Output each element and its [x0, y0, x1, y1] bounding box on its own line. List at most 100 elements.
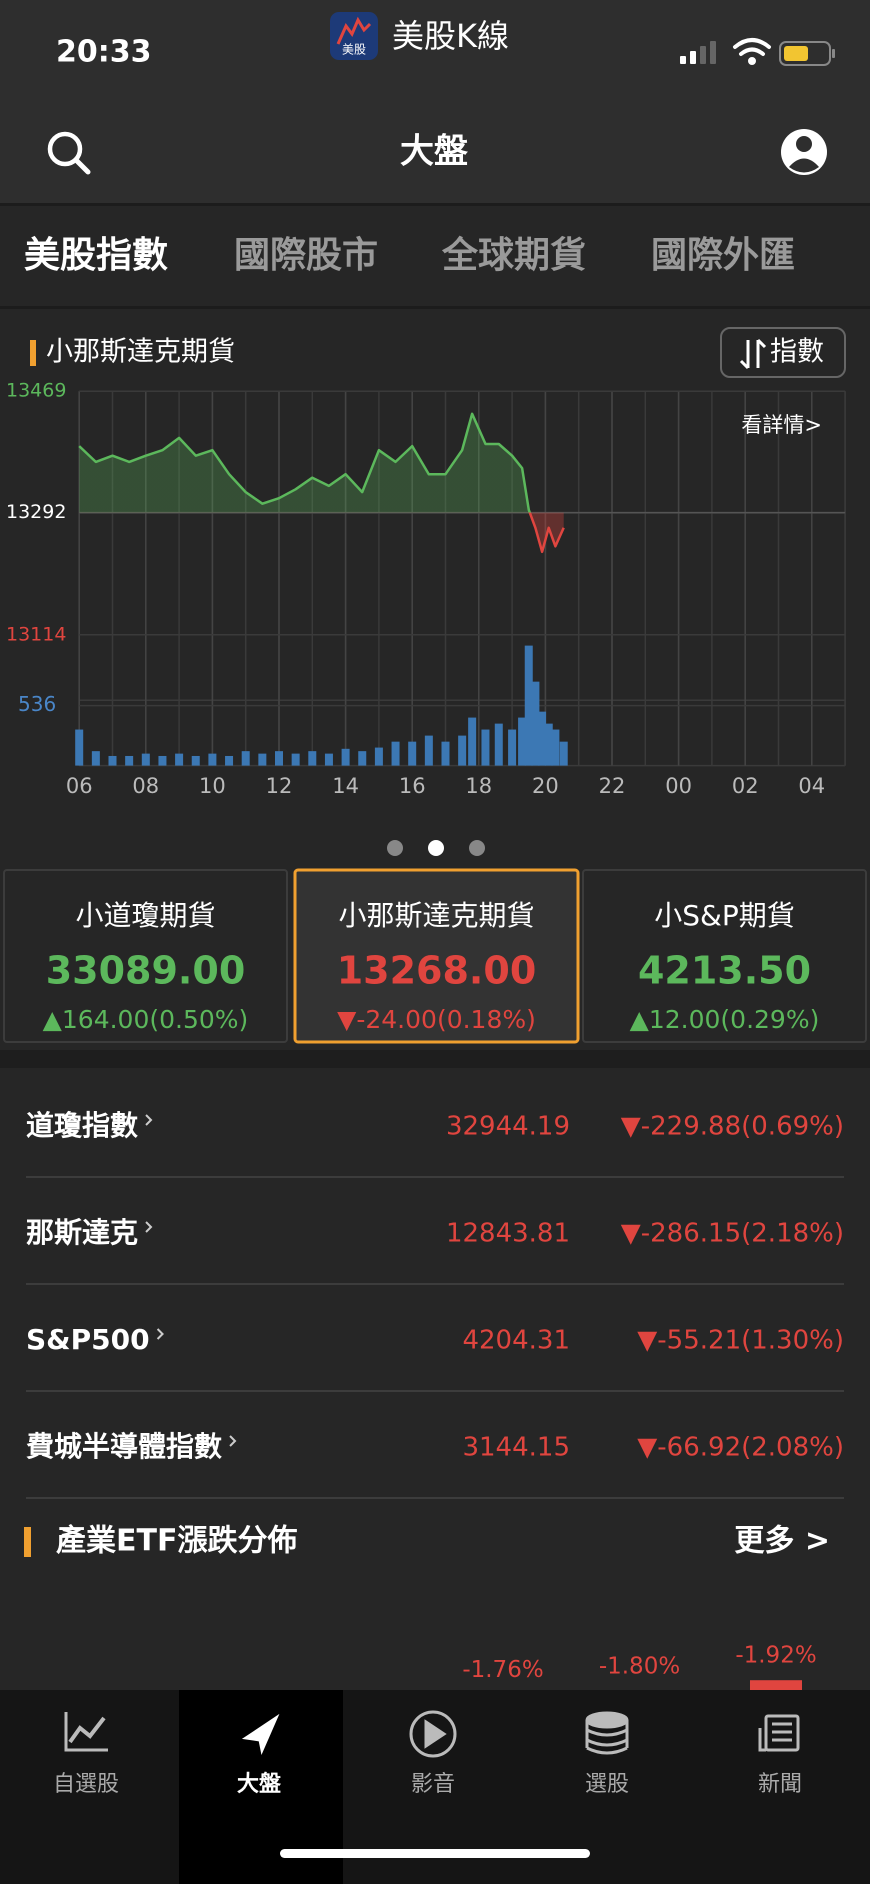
index-value: 3144.15: [462, 1433, 570, 1463]
volume-bar: [391, 741, 400, 766]
tab[interactable]: 國際股市: [234, 235, 378, 276]
section-gap: [0, 1050, 870, 1068]
nav-icons: [64, 1710, 800, 1758]
futures-card[interactable]: 小S&P期貨 4213.50 ▲12.00(0.29%): [582, 869, 867, 1043]
volume-bar: [494, 723, 503, 766]
volume-bar: [518, 717, 527, 766]
volume-bar: [158, 755, 167, 766]
volume-bar: [559, 741, 568, 766]
index-value: 4204.31: [462, 1326, 570, 1356]
card-change: ▲164.00(0.50%): [43, 1005, 249, 1034]
card-name: 小那斯達克期貨: [338, 899, 534, 932]
volume-bar: [75, 729, 84, 766]
app-icon-art: [336, 16, 372, 45]
volume-bar: [508, 729, 517, 766]
y-tick-label: 13292: [6, 501, 66, 523]
header-bg: [0, 0, 870, 203]
card-price: 13268.00: [337, 949, 537, 993]
header-title: 大盤: [400, 132, 468, 172]
volume-bar: [258, 753, 267, 766]
etf-marker: [24, 1527, 31, 1557]
index-toggle-button[interactable]: 指數: [720, 327, 846, 378]
tab[interactable]: 美股指數: [24, 235, 168, 276]
futures-card[interactable]: 小那斯達克期貨 13268.00 ▼-24.00(0.18%): [293, 868, 580, 1044]
tab-divider: [0, 306, 870, 309]
volume-bar: [308, 751, 317, 766]
volume-bar: [551, 729, 560, 766]
volume-bar: [441, 741, 450, 766]
battery: [779, 41, 831, 66]
volume-bar: [408, 741, 417, 766]
x-tick-label: 16: [399, 774, 426, 798]
chevron: [229, 1435, 237, 1447]
signal-icon: [680, 41, 716, 64]
search-button[interactable]: [47, 131, 91, 175]
battery-tip: [832, 49, 835, 58]
y-tick-label: 13469: [6, 380, 66, 402]
volume-bar: [141, 753, 150, 766]
y2-tick-label: 536: [18, 692, 56, 716]
card-bg: [293, 868, 580, 1044]
intraday-chart: 06 08 10 12 14 16 18 20 22 00 02 04 13469 13292 13114 5…: [6, 380, 846, 798]
card-change: ▼-24.00(0.18%): [337, 1005, 536, 1034]
app-icon: [330, 12, 378, 60]
tab[interactable]: 全球期貨: [441, 234, 586, 276]
index-row[interactable]: 道瓊指數 32944.19 ▼-229.88(0.69%): [26, 1109, 844, 1178]
volume-bar: [291, 753, 300, 766]
nav-item[interactable]: 自選股: [53, 1772, 119, 1797]
index-list: 道瓊指數 32944.19 ▼-229.88(0.69%) 那斯達克 12843.81 ▼…: [26, 1109, 844, 1499]
tab-bar: 美股指數 國際股市 全球期貨 國際外匯: [24, 234, 795, 276]
volume-bar: [531, 681, 540, 766]
card-change: ▲12.00(0.29%): [630, 1005, 820, 1034]
pager: [387, 840, 485, 856]
nav-item[interactable]: 大盤: [237, 1771, 282, 1797]
index-value: 12843.81: [446, 1219, 570, 1249]
price-line: [78, 412, 565, 554]
pager-dot[interactable]: [387, 840, 403, 856]
pager-dot[interactable]: [428, 840, 444, 856]
x-tick-label: 00: [665, 774, 692, 798]
app-icon-text: 美股: [342, 43, 366, 57]
volume-bar: [458, 735, 467, 766]
volume-bar: [208, 753, 217, 766]
index-change: ▼-229.88(0.69%): [621, 1112, 844, 1142]
index-row[interactable]: 費城半導體指數 3144.15 ▼-66.92(2.08%): [26, 1430, 844, 1499]
battery-level: [784, 46, 808, 61]
x-tick-label: 20: [532, 774, 559, 798]
nav-item[interactable]: 選股: [585, 1772, 629, 1797]
etf-value-label: -1.76%: [462, 1657, 543, 1683]
card-price: 4213.50: [638, 949, 811, 993]
x-tick-label: 18: [465, 774, 492, 798]
futures-card[interactable]: 小道瓊期貨 33089.00 ▲164.00(0.50%): [3, 869, 288, 1043]
index-toggle-label: 指數: [770, 337, 824, 368]
chevron: [145, 1221, 153, 1233]
x-tick-label: 04: [798, 774, 825, 798]
app-name: 美股K線: [392, 17, 509, 55]
profile-button[interactable]: [781, 129, 827, 175]
card-name: 小道瓊期貨: [75, 899, 215, 932]
index-row[interactable]: S&P500 4204.31 ▼-55.21(1.30%): [26, 1323, 844, 1392]
etf-value-label: -1.80%: [599, 1654, 680, 1680]
volume-bar: [275, 751, 283, 766]
card-name: 小S&P期貨: [654, 899, 795, 932]
nav-item[interactable]: 影音: [411, 1772, 455, 1797]
volume-bar: [481, 729, 490, 766]
index-change: ▼-286.15(2.18%): [621, 1219, 844, 1249]
nav-item[interactable]: 新聞: [758, 1772, 802, 1797]
x-tick-label: 06: [66, 774, 93, 798]
x-tick-label: 14: [332, 774, 359, 798]
nav-labels: 自選股 大盤 影音 選股 新聞: [53, 1771, 802, 1797]
detail-link[interactable]: 看詳情>: [741, 413, 822, 437]
card-price: 33089.00: [46, 949, 246, 993]
chevron: [156, 1328, 164, 1340]
pager-dot[interactable]: [469, 840, 485, 856]
futures-cards: 小道瓊期貨 33089.00 ▲164.00(0.50%) 小那斯達克期貨 13268.…: [3, 868, 867, 1044]
etf-more-link[interactable]: 更多 >: [734, 1524, 830, 1559]
index-row[interactable]: 那斯達克 12843.81 ▼-286.15(2.18%): [26, 1216, 844, 1285]
volume-bar: [468, 717, 477, 766]
chart-title: 小那斯達克期貨: [46, 337, 235, 368]
index-name: 費城半導體指數: [26, 1430, 222, 1463]
tab[interactable]: 國際外匯: [651, 235, 795, 276]
status-time: 20:33: [56, 35, 152, 70]
